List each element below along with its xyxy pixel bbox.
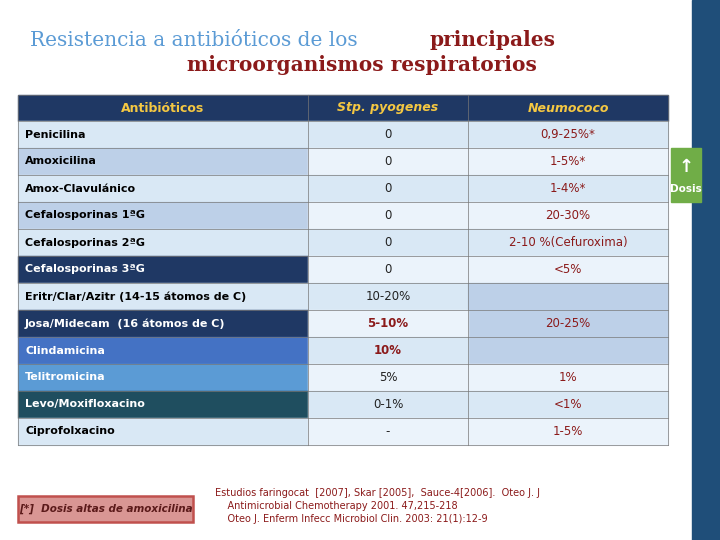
Text: 10%: 10% [374, 344, 402, 357]
Text: Resistencia a antibióticos de los: Resistencia a antibióticos de los [30, 30, 364, 50]
Text: Amox-Clavulánico: Amox-Clavulánico [25, 184, 136, 193]
Bar [308, 229, 468, 256]
Text: Stp. pyogenes: Stp. pyogenes [338, 102, 438, 114]
Bar [468, 418, 668, 445]
Bar [18, 202, 308, 229]
Bar [18, 95, 308, 121]
Text: 10-20%: 10-20% [365, 290, 410, 303]
Bar [308, 202, 468, 229]
Text: 0: 0 [384, 155, 392, 168]
Text: 1-5%*: 1-5%* [550, 155, 586, 168]
Bar [308, 337, 468, 364]
Bar [18, 256, 308, 283]
Bar [18, 337, 308, 364]
Text: 2-10 %(Cefuroxima): 2-10 %(Cefuroxima) [509, 236, 627, 249]
Text: principales: principales [430, 30, 556, 50]
Bar [468, 148, 668, 175]
Bar [468, 364, 668, 391]
Text: Penicilina: Penicilina [25, 130, 86, 139]
Text: 0: 0 [384, 128, 392, 141]
Text: Cefalosporinas 3ªG: Cefalosporinas 3ªG [25, 265, 145, 274]
Bar [18, 283, 308, 310]
Text: ↑: ↑ [678, 158, 693, 176]
Bar [308, 121, 468, 148]
Text: Ciprofolxacino: Ciprofolxacino [25, 427, 114, 436]
Bar [468, 175, 668, 202]
Bar [18, 391, 308, 418]
Bar [308, 391, 468, 418]
Text: -: - [386, 425, 390, 438]
Text: Estudios faringocat  [2007], Skar [2005],  Sauce-4[2006].  Oteo J. J: Estudios faringocat [2007], Skar [2005],… [215, 488, 540, 498]
Text: microorganismos respiratorios: microorganismos respiratorios [187, 55, 537, 75]
Bar [468, 391, 668, 418]
Text: Amoxicilina: Amoxicilina [25, 157, 97, 166]
Text: Cefalosporinas 1ªG: Cefalosporinas 1ªG [25, 211, 145, 220]
Text: 5-10%: 5-10% [367, 317, 408, 330]
Text: Levo/Moxifloxacino: Levo/Moxifloxacino [25, 400, 145, 409]
Text: 0: 0 [384, 263, 392, 276]
Bar [468, 202, 668, 229]
Bar [308, 256, 468, 283]
Bar [468, 229, 668, 256]
Text: 20-25%: 20-25% [545, 317, 590, 330]
Text: Eritr/Clar/Azitr (14-15 átomos de C): Eritr/Clar/Azitr (14-15 átomos de C) [25, 291, 246, 302]
Text: Josa/Midecam  (16 átomos de C): Josa/Midecam (16 átomos de C) [25, 318, 225, 329]
Text: <1%: <1% [554, 398, 582, 411]
Bar [308, 364, 468, 391]
Bar [18, 175, 308, 202]
Text: 20-30%: 20-30% [546, 209, 590, 222]
Bar [308, 283, 468, 310]
Bar [468, 283, 668, 364]
Text: Dosis: Dosis [670, 184, 702, 193]
Bar [468, 95, 668, 121]
Bar [18, 148, 308, 175]
Bar [308, 310, 468, 337]
FancyBboxPatch shape [18, 496, 193, 522]
Text: Antibióticos: Antibióticos [122, 102, 204, 114]
Text: 0: 0 [384, 209, 392, 222]
Text: Neumococo: Neumococo [527, 102, 608, 114]
Bar [18, 418, 308, 445]
Text: Telitromicina: Telitromicina [25, 373, 106, 382]
Text: 1-5%: 1-5% [553, 425, 583, 438]
Bar [18, 310, 308, 337]
Bar [308, 418, 468, 445]
Text: <5%: <5% [554, 263, 582, 276]
Bar [308, 95, 468, 121]
Bar [18, 229, 308, 256]
Bar [468, 256, 668, 283]
Text: 1-4%*: 1-4%* [550, 182, 586, 195]
Bar [692, 0, 720, 540]
Text: 0: 0 [384, 236, 392, 249]
Bar [18, 121, 308, 148]
Bar [308, 148, 468, 175]
Bar [308, 175, 468, 202]
Bar [468, 121, 668, 148]
Bar [18, 364, 308, 391]
Text: 0-1%: 0-1% [373, 398, 403, 411]
Text: Antimicrobial Chemotherapy 2001. 47,215-218: Antimicrobial Chemotherapy 2001. 47,215-… [215, 501, 458, 511]
Text: Cefalosporinas 2ªG: Cefalosporinas 2ªG [25, 238, 145, 247]
Text: [*]  Dosis altas de amoxicilina: [*] Dosis altas de amoxicilina [19, 504, 192, 514]
Text: 5%: 5% [379, 371, 397, 384]
Text: 1%: 1% [559, 371, 577, 384]
Text: 0,9-25%*: 0,9-25%* [541, 128, 595, 141]
Bar [671, 148, 701, 202]
Text: 0: 0 [384, 182, 392, 195]
Text: Clindamicina: Clindamicina [25, 346, 105, 355]
Text: Oteo J. Enferm Infecc Microbiol Clin. 2003: 21(1):12-9: Oteo J. Enferm Infecc Microbiol Clin. 20… [215, 514, 487, 524]
